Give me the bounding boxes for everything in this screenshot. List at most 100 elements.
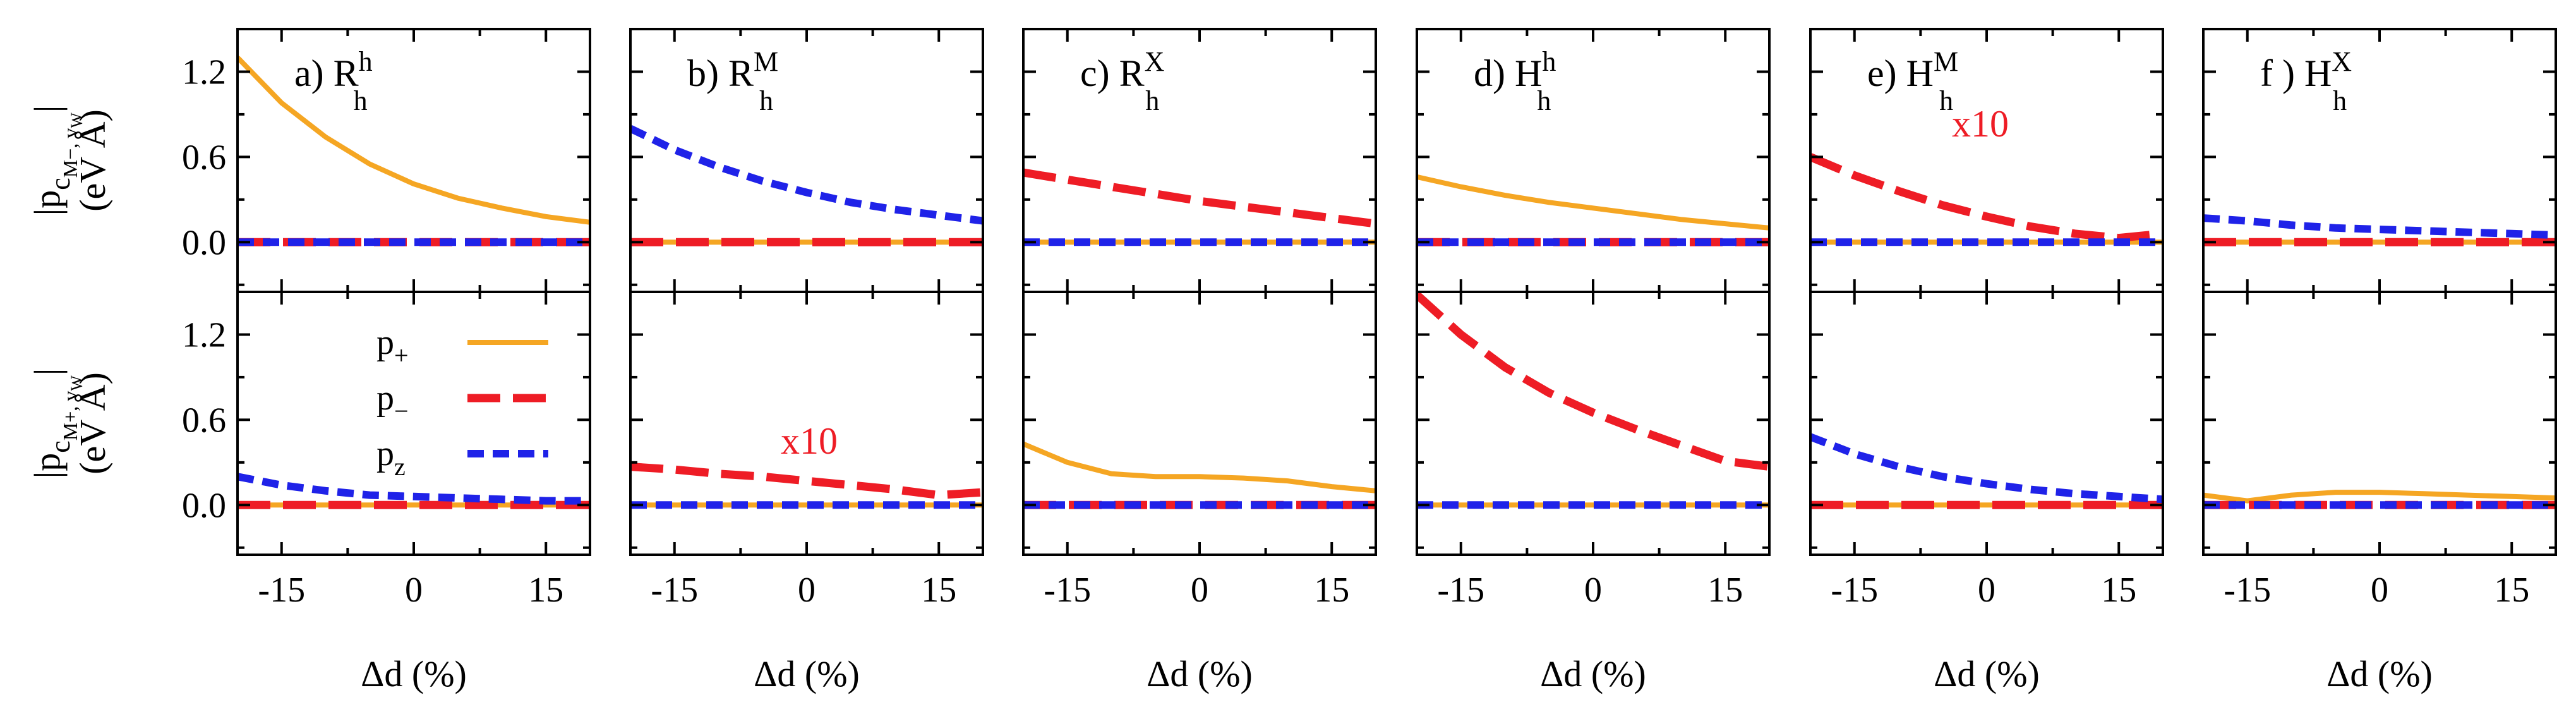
x-tick-label: 0 <box>798 571 816 610</box>
series-line-p− <box>1417 292 1769 471</box>
panel-1-row-1: 0.0 0.6 1.2 a) Rh h <box>182 28 591 293</box>
y-tick-label: 1.2 <box>182 52 226 92</box>
panel-3-row-1: c) RX h <box>1022 28 1377 293</box>
series-lines <box>1023 441 1376 509</box>
x-tick-label: 0 <box>1191 571 1208 610</box>
y-axis-label-main: |pcM−, vW| <box>27 106 86 216</box>
panel-label: e) HM h <box>1867 46 1958 117</box>
panel-4-row-1: d) Hh h <box>1416 28 1771 293</box>
panel-frame <box>629 28 984 293</box>
series-lines <box>1417 174 1769 246</box>
panel-frame <box>1809 28 2164 293</box>
y-axis-label-main: |pcM+, vW| <box>27 368 86 479</box>
panel-frame <box>1416 28 1771 293</box>
legend-label: p− <box>376 378 409 425</box>
x-tick-label: 0 <box>1584 571 1602 610</box>
y-tick-label: 0.6 <box>182 138 226 177</box>
y-tick-label: 0.0 <box>182 486 226 525</box>
series-lines <box>2203 490 2556 509</box>
panel-1-row-2: 0.0 0.6 1.2 -15 0 15 <box>182 291 591 610</box>
panel-frame <box>1022 28 1377 293</box>
series-line-p− <box>1810 153 2163 243</box>
series-line-pz <box>2203 214 2556 239</box>
series-line-pz <box>630 124 983 225</box>
panel-frame <box>1022 291 1377 556</box>
panel-frame <box>1809 291 2164 556</box>
x-axis-label: Δd (%) <box>1147 653 1253 694</box>
panel-frame <box>2202 291 2557 556</box>
y-axis-label-unit: (eV Å) <box>72 109 113 212</box>
legend-entry-p−: p− <box>376 378 548 425</box>
series-lines <box>1810 153 2163 246</box>
series-line-p− <box>1023 168 1376 228</box>
panel-5-row-2: -15 0 15 <box>1809 291 2164 610</box>
panel-label: f ) HX h <box>2260 46 2352 117</box>
x-axis-label: Δd (%) <box>361 653 467 694</box>
panel-4-row-2: -15 0 15 <box>1416 291 1771 610</box>
series-lines <box>238 56 590 246</box>
legend-entry-pz: pz <box>376 434 548 481</box>
legend-label: p+ <box>376 323 409 370</box>
panel-2-row-2: -15 0 15 x10 <box>629 291 984 610</box>
panel-label: c) RX h <box>1080 46 1164 117</box>
series-line-p+ <box>2203 490 2556 504</box>
x-tick-label: -15 <box>258 571 305 610</box>
x-tick-label: 15 <box>921 571 956 610</box>
legend: p+ p− pz <box>376 323 548 481</box>
x-tick-label: -15 <box>1437 571 1484 610</box>
series-lines <box>2203 214 2556 246</box>
scale-annotation: x10 <box>781 420 838 462</box>
x-tick-label: 15 <box>2494 571 2529 610</box>
panel-frame <box>2202 28 2557 293</box>
x-tick-label: 0 <box>405 571 423 610</box>
panels: 0.0 0.6 1.2 a) Rh h 0.0 0.6 1.2 -15 0 15 Δd (%) b) R… <box>182 28 2557 694</box>
series-line-p+ <box>1417 174 1769 231</box>
x-tick-label: 15 <box>2101 571 2136 610</box>
panel-label: d) Hh h <box>1474 46 1556 117</box>
legend-entry-p+: p+ <box>376 323 548 370</box>
x-tick-label: 15 <box>1314 571 1349 610</box>
series-line-p+ <box>238 56 590 225</box>
panel-frame <box>236 28 591 293</box>
y-axis-labels: |pcM−, vW|(eV Å)|pcM+, vW|(eV Å) <box>27 106 113 479</box>
x-tick-label: 0 <box>1978 571 1995 610</box>
x-tick-label: 0 <box>2371 571 2388 610</box>
y-tick-label: 0.0 <box>182 223 226 262</box>
y-axis-label-unit: (eV Å) <box>72 372 113 475</box>
series-lines <box>1417 292 1769 509</box>
panel-label: b) RM h <box>687 46 778 117</box>
series-line-pz <box>238 473 590 505</box>
y-axis-label-row-1: |pcM−, vW|(eV Å) <box>27 106 113 216</box>
x-axis-label: Δd (%) <box>754 653 860 694</box>
series-lines <box>630 463 983 509</box>
panel-label: a) Rh h <box>294 46 373 117</box>
series-lines <box>238 473 590 509</box>
x-tick-label: -15 <box>1831 571 1878 610</box>
panel-6-row-1: f ) HX h <box>2202 28 2557 293</box>
x-tick-label: 15 <box>1707 571 1743 610</box>
panel-frame <box>236 291 591 556</box>
panel-3-row-2: -15 0 15 <box>1022 291 1377 610</box>
x-tick-label: -15 <box>2224 571 2271 610</box>
x-tick-label: -15 <box>651 571 698 610</box>
series-line-p− <box>630 463 983 500</box>
panel-frame <box>1416 291 1771 556</box>
x-tick-label: -15 <box>1044 571 1091 610</box>
series-lines <box>630 124 983 246</box>
series-line-pz <box>1810 433 2163 504</box>
legend-label: pz <box>376 434 406 481</box>
panel-6-row-2: -15 0 15 <box>2202 291 2557 610</box>
series-lines <box>1023 168 1376 246</box>
y-axis-label-row-2: |pcM+, vW|(eV Å) <box>27 368 113 479</box>
scale-annotation: x10 <box>1952 103 2009 145</box>
series-line-p+ <box>1023 441 1376 493</box>
x-axis-label: Δd (%) <box>1540 653 1646 694</box>
series-lines <box>1810 433 2163 509</box>
x-axis-label: Δd (%) <box>2326 653 2433 694</box>
y-tick-label: 0.6 <box>182 401 226 440</box>
x-tick-label: 15 <box>528 571 563 610</box>
y-tick-label: 1.2 <box>182 315 226 354</box>
x-axis-label: Δd (%) <box>1934 653 2040 694</box>
